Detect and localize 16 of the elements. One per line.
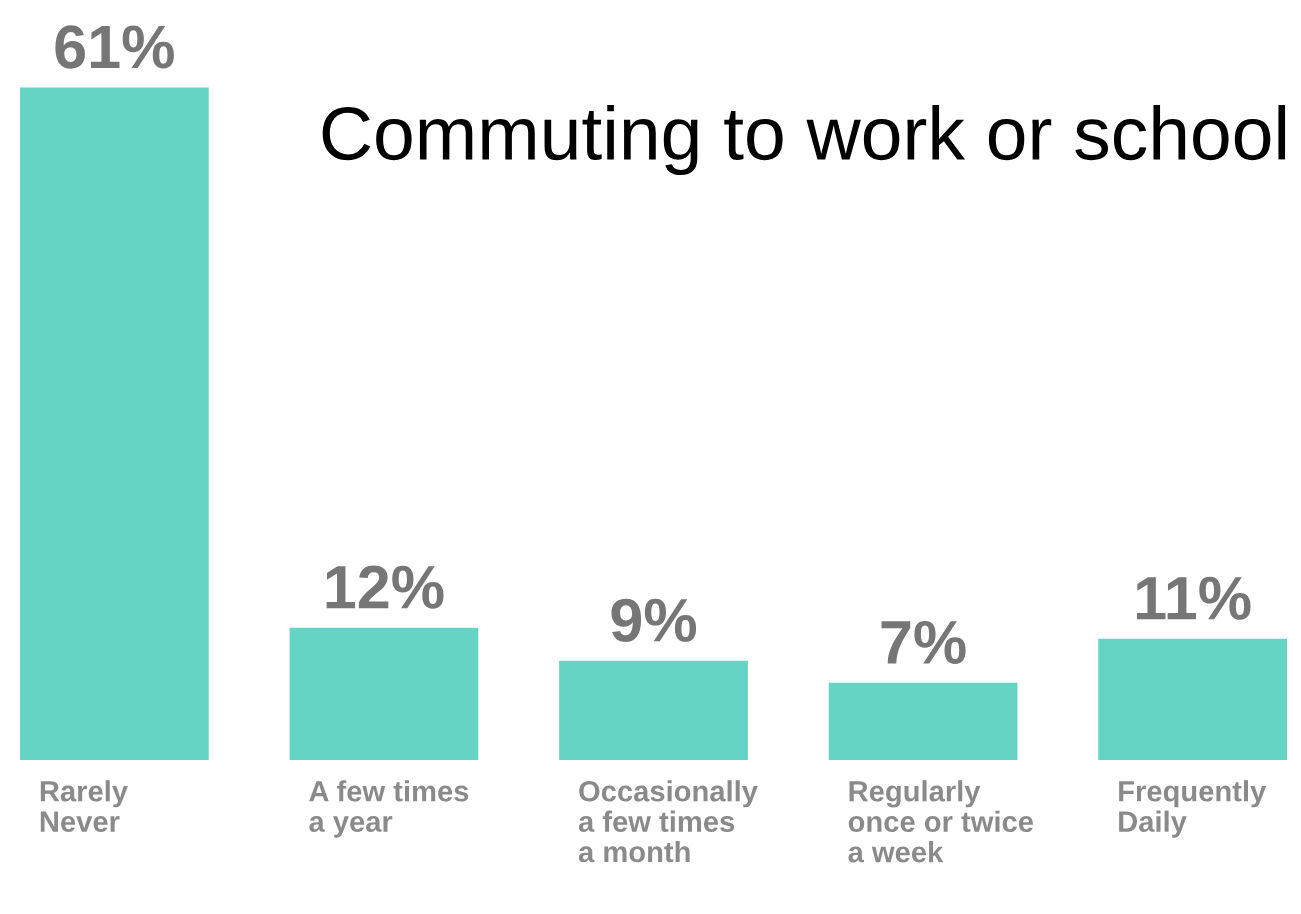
data-label: 11% [1137,576,1251,620]
data-label: 12% [326,565,444,609]
data-label: 61% [55,25,174,69]
x-tick-label: Occasionally a few times a month [578,780,758,863]
bar [828,682,1018,760]
bar [1098,638,1287,760]
x-tick-label: Rarely Never [40,780,128,832]
x-tick-label: Regularly once or twice a week [848,780,1033,863]
bar [20,87,209,760]
bar [289,627,479,760]
chart-title: Commuting to work or school [322,105,1286,175]
x-tick-label: A few times a year [309,780,469,838]
data-label: 9% [611,598,697,642]
x-tick-label: Frequently Daily [1119,780,1267,838]
data-label: 7% [881,620,966,664]
bar [559,660,748,760]
